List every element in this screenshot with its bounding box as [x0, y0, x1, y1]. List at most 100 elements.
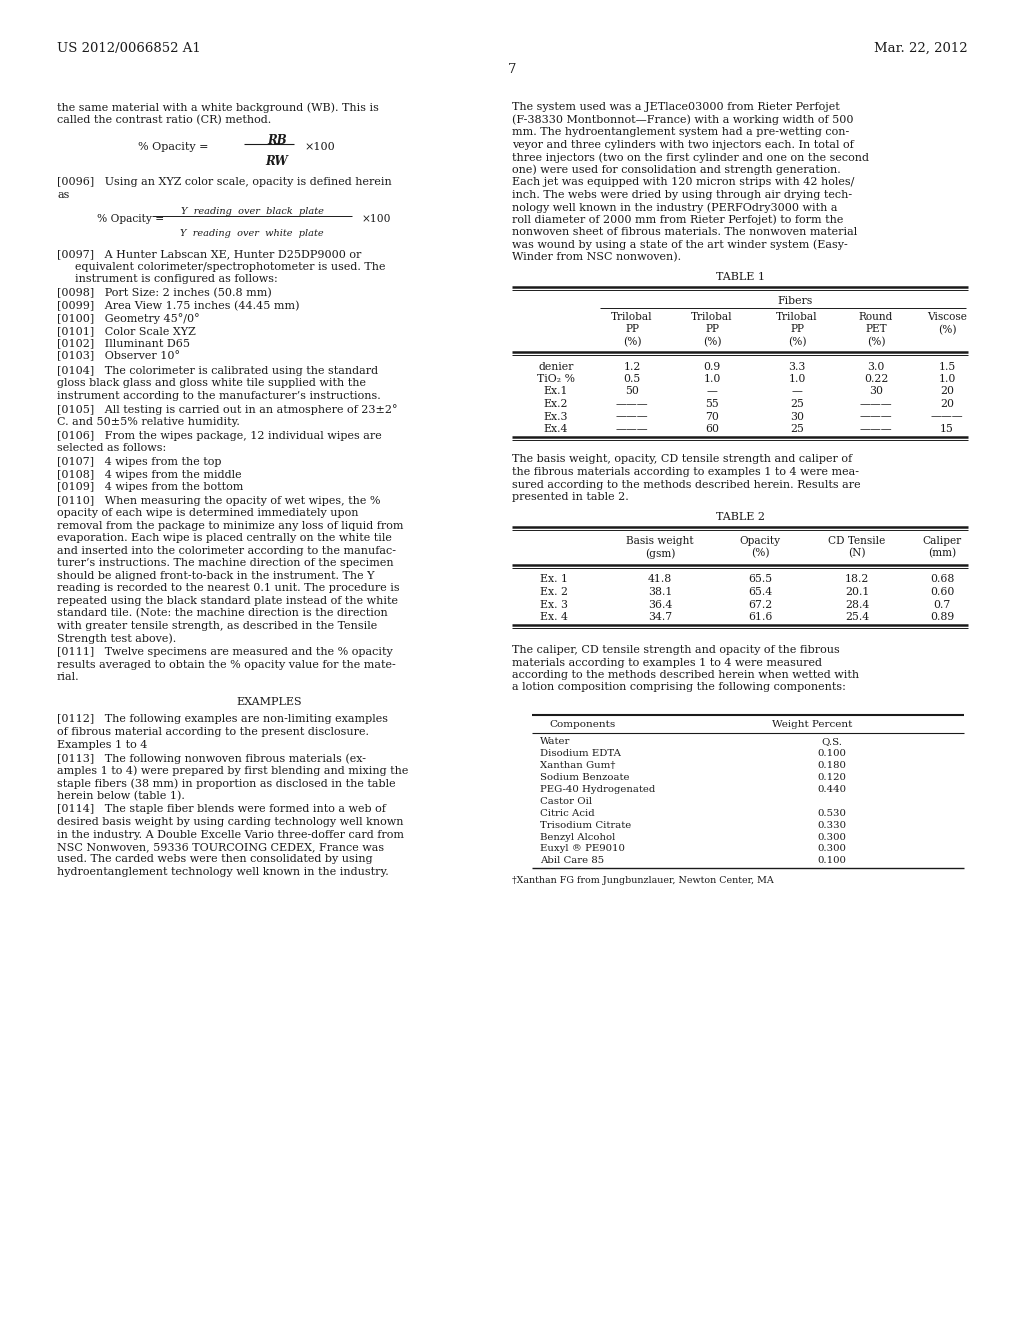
Text: [0111]   Twelve specimens are measured and the % opacity: [0111] Twelve specimens are measured and… [57, 647, 393, 657]
Text: 38.1: 38.1 [648, 587, 672, 597]
Text: Disodium EDTA: Disodium EDTA [540, 750, 621, 759]
Text: staple fibers (38 mm) in proportion as disclosed in the table: staple fibers (38 mm) in proportion as d… [57, 779, 395, 789]
Text: 0.7: 0.7 [933, 599, 950, 610]
Text: veyor and three cylinders with two injectors each. In total of: veyor and three cylinders with two injec… [512, 140, 854, 149]
Text: mm. The hydroentanglement system had a pre-wetting con-: mm. The hydroentanglement system had a p… [512, 127, 849, 137]
Text: (gsm): (gsm) [645, 548, 675, 558]
Text: in the industry. A Double Excelle Vario three-doffer card from: in the industry. A Double Excelle Vario … [57, 829, 404, 840]
Text: RW: RW [265, 154, 289, 168]
Text: ———: ——— [615, 424, 648, 434]
Text: 0.300: 0.300 [817, 833, 847, 842]
Text: 1.0: 1.0 [703, 374, 721, 384]
Text: [0097]   A Hunter Labscan XE, Hunter D25DP9000 or: [0097] A Hunter Labscan XE, Hunter D25DP… [57, 249, 361, 260]
Text: 0.60: 0.60 [930, 587, 954, 597]
Text: equivalent colorimeter/spectrophotometer is used. The: equivalent colorimeter/spectrophotometer… [75, 261, 385, 272]
Text: Y  reading  over  black  plate: Y reading over black plate [180, 206, 324, 215]
Text: (%): (%) [623, 337, 641, 347]
Text: [0102]   Illuminant D65: [0102] Illuminant D65 [57, 338, 190, 348]
Text: three injectors (two on the first cylinder and one on the second: three injectors (two on the first cylind… [512, 152, 869, 162]
Text: and inserted into the colorimeter according to the manufac-: and inserted into the colorimeter accord… [57, 545, 396, 556]
Text: with greater tensile strength, as described in the Tensile: with greater tensile strength, as descri… [57, 620, 377, 631]
Text: Components: Components [549, 719, 615, 729]
Text: 1.2: 1.2 [624, 362, 641, 371]
Text: EXAMPLES: EXAMPLES [237, 697, 302, 708]
Text: 36.4: 36.4 [648, 599, 672, 610]
Text: % Opacity =: % Opacity = [97, 214, 164, 224]
Text: PP: PP [705, 325, 719, 334]
Text: 25: 25 [791, 399, 804, 409]
Text: [0101]   Color Scale XYZ: [0101] Color Scale XYZ [57, 326, 196, 335]
Text: nonwoven sheet of fibrous materials. The nonwoven material: nonwoven sheet of fibrous materials. The… [512, 227, 857, 238]
Text: 0.5: 0.5 [624, 374, 641, 384]
Text: TABLE 1: TABLE 1 [716, 272, 765, 282]
Text: opacity of each wipe is determined immediately upon: opacity of each wipe is determined immed… [57, 508, 358, 519]
Text: instrument is configured as follows:: instrument is configured as follows: [75, 275, 278, 285]
Text: sured according to the methods described herein. Results are: sured according to the methods described… [512, 479, 860, 490]
Text: 1.5: 1.5 [938, 362, 955, 371]
Text: the same material with a white background (WB). This is: the same material with a white backgroun… [57, 102, 379, 112]
Text: 15: 15 [940, 424, 954, 434]
Text: should be aligned front-to-back in the instrument. The Y: should be aligned front-to-back in the i… [57, 570, 375, 581]
Text: 20: 20 [940, 399, 954, 409]
Text: evaporation. Each wipe is placed centrally on the white tile: evaporation. Each wipe is placed central… [57, 533, 392, 544]
Text: Xanthan Gum†: Xanthan Gum† [540, 762, 615, 771]
Text: 25: 25 [791, 424, 804, 434]
Text: Each jet was equipped with 120 micron strips with 42 holes/: Each jet was equipped with 120 micron st… [512, 177, 854, 187]
Text: [0108]   4 wipes from the middle: [0108] 4 wipes from the middle [57, 470, 242, 479]
Text: —: — [792, 387, 803, 396]
Text: PEG-40 Hydrogenated: PEG-40 Hydrogenated [540, 785, 655, 795]
Text: Trilobal: Trilobal [776, 312, 818, 322]
Text: C. and 50±5% relative humidity.: C. and 50±5% relative humidity. [57, 417, 240, 426]
Text: hydroentanglement technology well known in the industry.: hydroentanglement technology well known … [57, 867, 389, 876]
Text: 30: 30 [869, 387, 883, 396]
Text: 70: 70 [706, 412, 719, 421]
Text: of fibrous material according to the present disclosure.: of fibrous material according to the pre… [57, 727, 369, 737]
Text: [0103]   Observer 10°: [0103] Observer 10° [57, 351, 180, 362]
Text: PP: PP [790, 325, 804, 334]
Text: Y  reading  over  white  plate: Y reading over white plate [180, 228, 324, 238]
Text: one) were used for consolidation and strength generation.: one) were used for consolidation and str… [512, 165, 841, 176]
Text: Trilobal: Trilobal [691, 312, 733, 322]
Text: [0099]   Area View 1.75 inches (44.45 mm): [0099] Area View 1.75 inches (44.45 mm) [57, 301, 299, 312]
Text: Ex. 2: Ex. 2 [540, 587, 568, 597]
Text: Winder from NSC nonwoven).: Winder from NSC nonwoven). [512, 252, 681, 263]
Text: The basis weight, opacity, CD tensile strength and caliper of: The basis weight, opacity, CD tensile st… [512, 454, 852, 465]
Text: herein below (table 1).: herein below (table 1). [57, 791, 185, 801]
Text: 3.3: 3.3 [788, 362, 806, 371]
Text: [0100]   Geometry 45°/0°: [0100] Geometry 45°/0° [57, 313, 200, 325]
Text: (mm): (mm) [928, 548, 956, 558]
Text: (%): (%) [751, 548, 769, 558]
Text: (N): (N) [848, 548, 865, 558]
Text: was wound by using a state of the art winder system (Easy-: was wound by using a state of the art wi… [512, 239, 848, 249]
Text: 0.180: 0.180 [817, 762, 847, 771]
Text: [0106]   From the wipes package, 12 individual wipes are: [0106] From the wipes package, 12 indivi… [57, 430, 382, 441]
Text: the fibrous materials according to examples 1 to 4 were mea-: the fibrous materials according to examp… [512, 467, 859, 477]
Text: Opacity: Opacity [739, 536, 780, 545]
Text: Ex.1: Ex.1 [544, 387, 568, 396]
Text: 60: 60 [705, 424, 719, 434]
Text: —: — [707, 387, 718, 396]
Text: results averaged to obtain the % opacity value for the mate-: results averaged to obtain the % opacity… [57, 660, 395, 669]
Text: presented in table 2.: presented in table 2. [512, 492, 629, 502]
Text: [0109]   4 wipes from the bottom: [0109] 4 wipes from the bottom [57, 482, 244, 492]
Text: 1.0: 1.0 [938, 374, 955, 384]
Text: TiO₂ %: TiO₂ % [537, 374, 575, 384]
Text: Caliper: Caliper [923, 536, 962, 545]
Text: Trilobal: Trilobal [611, 312, 653, 322]
Text: RB: RB [267, 135, 287, 147]
Text: The caliper, CD tensile strength and opacity of the fibrous: The caliper, CD tensile strength and opa… [512, 645, 840, 655]
Text: Strength test above).: Strength test above). [57, 634, 176, 644]
Text: US 2012/0066852 A1: US 2012/0066852 A1 [57, 42, 201, 55]
Text: 65.5: 65.5 [748, 574, 772, 585]
Text: Citric Acid: Citric Acid [540, 809, 595, 818]
Text: inch. The webs were dried by using through air drying tech-: inch. The webs were dried by using throu… [512, 190, 852, 199]
Text: 20.1: 20.1 [845, 587, 869, 597]
Text: ———: ——— [860, 412, 892, 421]
Text: ———: ——— [860, 399, 892, 409]
Text: 61.6: 61.6 [748, 612, 772, 622]
Text: Examples 1 to 4: Examples 1 to 4 [57, 739, 147, 750]
Text: PP: PP [625, 325, 639, 334]
Text: gloss black glass and gloss white tile supplied with the: gloss black glass and gloss white tile s… [57, 379, 366, 388]
Text: Euxyl ® PE9010: Euxyl ® PE9010 [540, 845, 625, 853]
Text: 20: 20 [940, 387, 954, 396]
